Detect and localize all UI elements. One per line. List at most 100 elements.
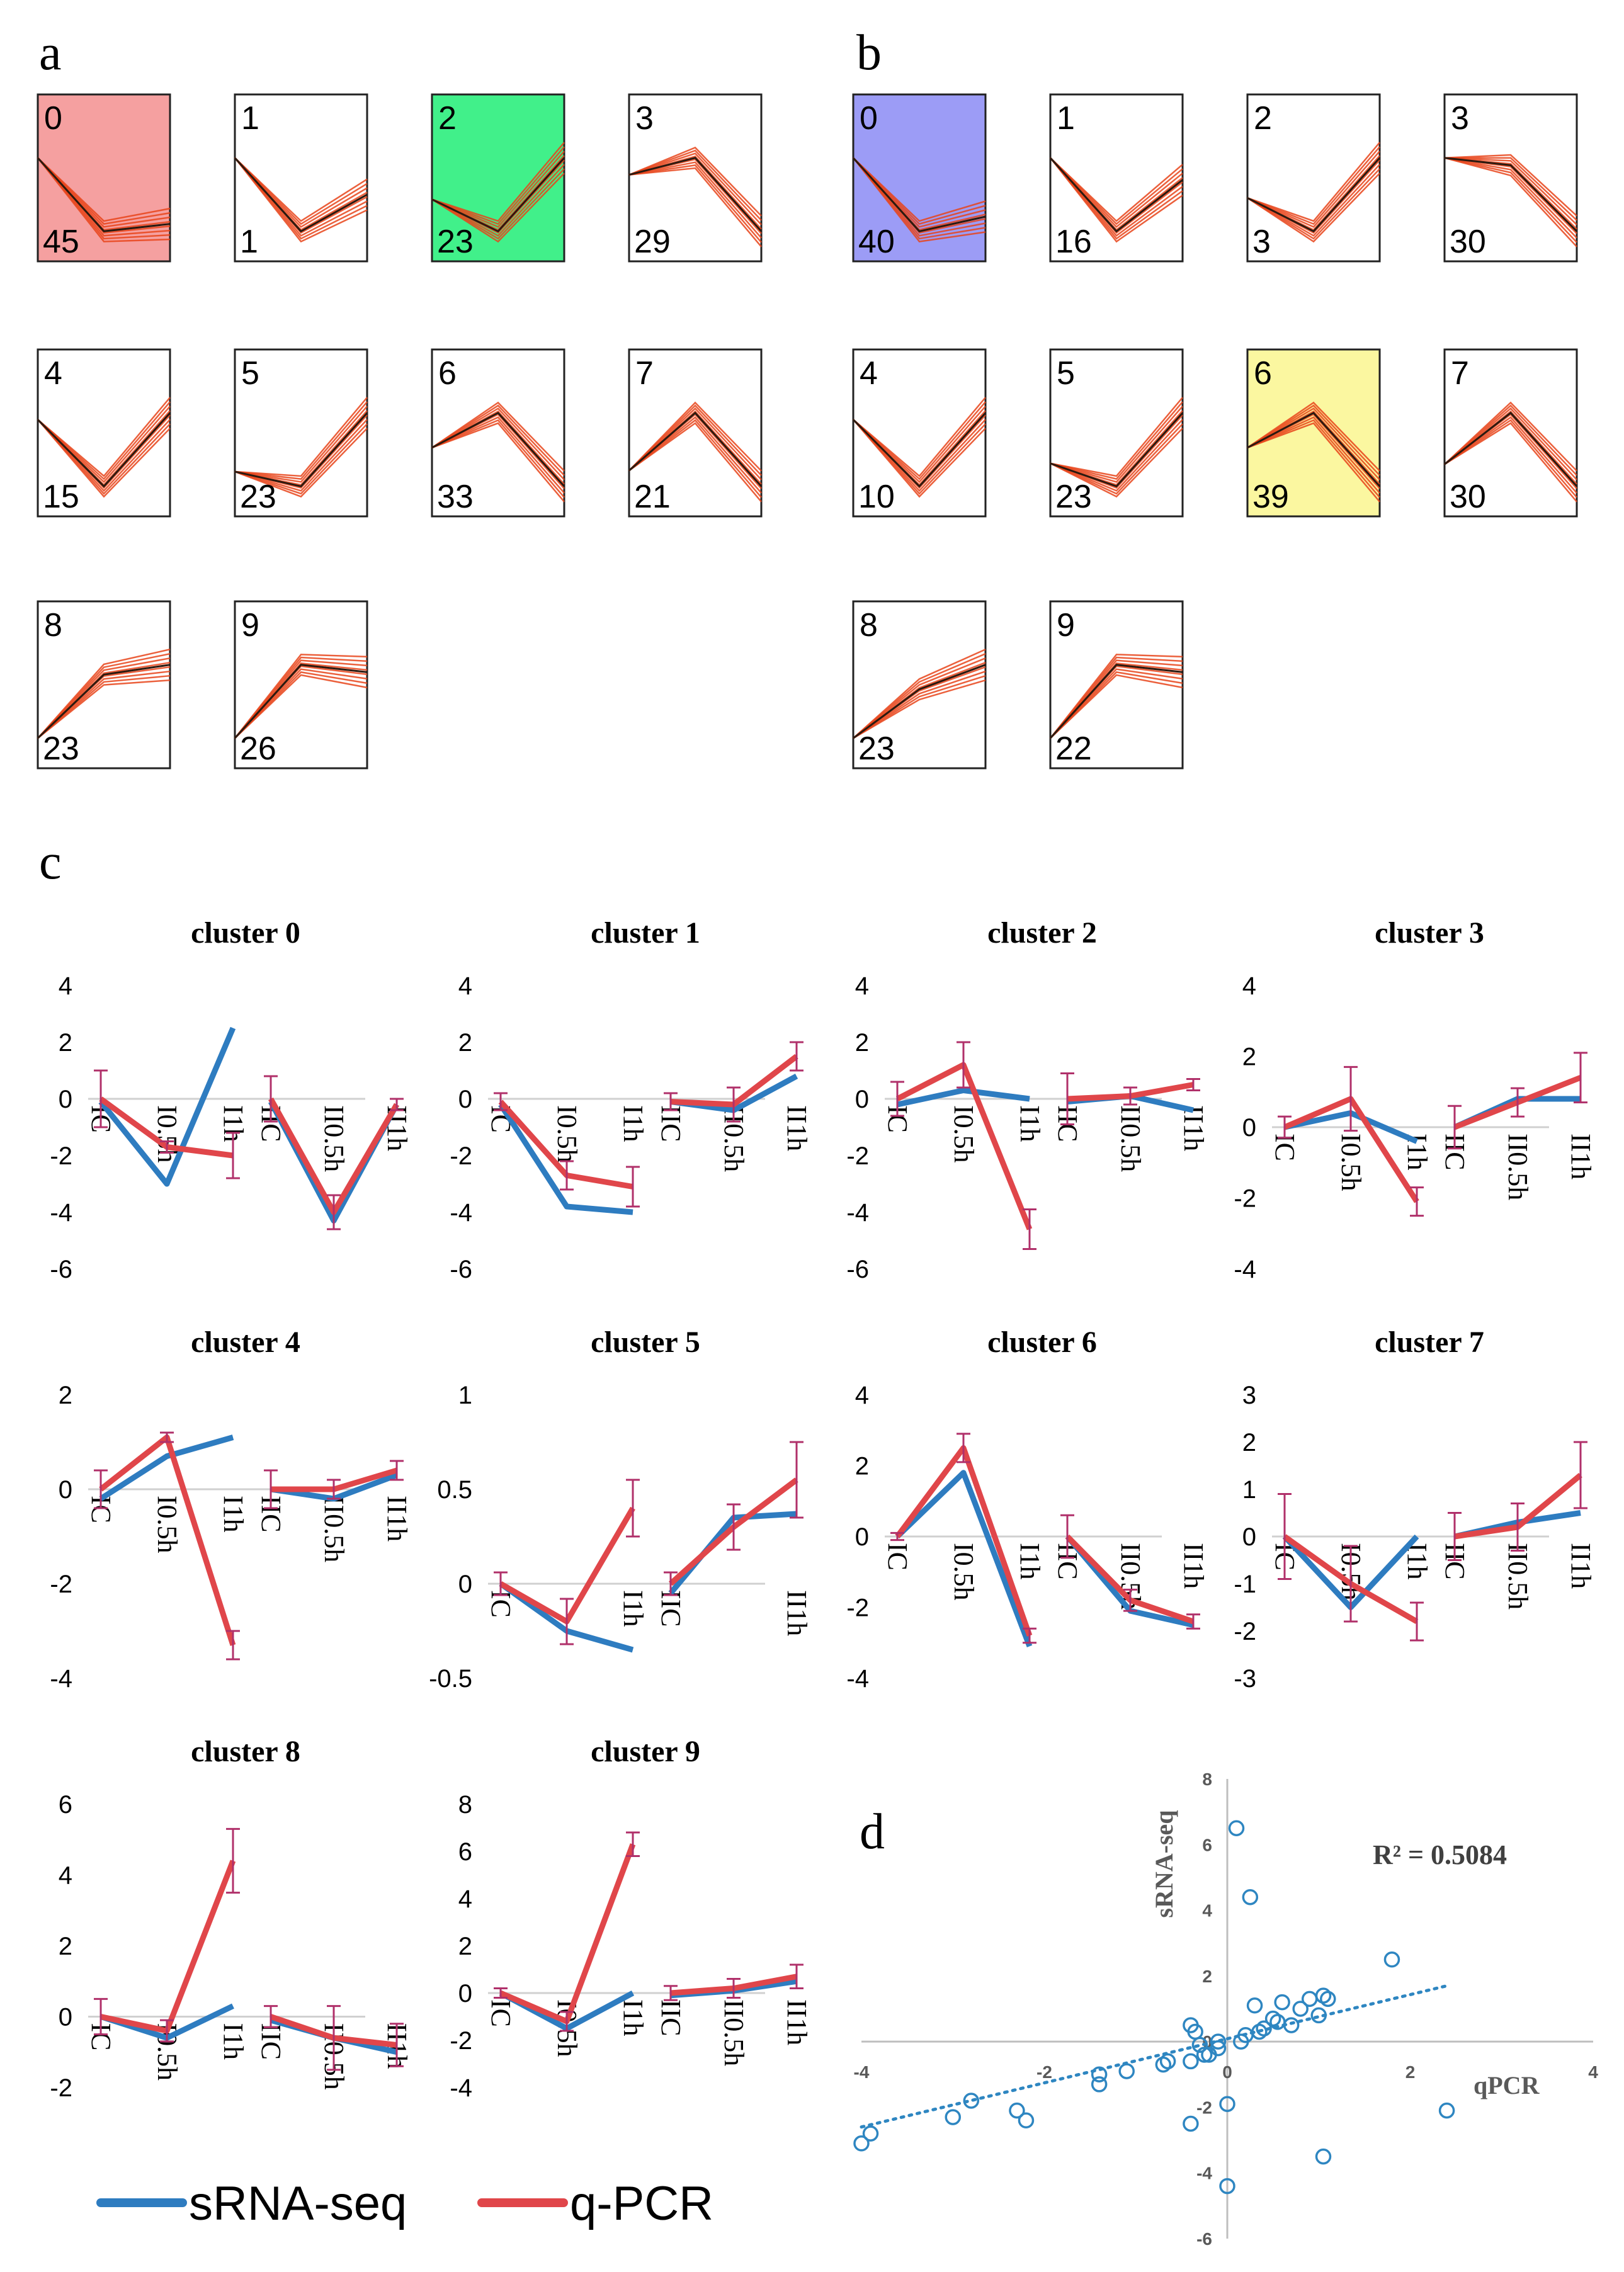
profile-id: 1 — [241, 100, 259, 137]
y-tick-label: -2 — [50, 1571, 72, 1598]
y-tick-label: 1 — [458, 1382, 472, 1409]
profile-mean-line — [852, 412, 987, 488]
profile-member-line — [1050, 397, 1183, 477]
cluster-title: cluster 2 — [987, 916, 1097, 950]
profile-count: 10 — [858, 479, 895, 515]
profile-member-line — [1247, 407, 1380, 480]
profile-id: 0 — [860, 100, 878, 137]
profile-member-line — [1247, 401, 1380, 472]
x-category-label: I1h — [618, 1105, 649, 1142]
profile-member-line — [1050, 401, 1183, 480]
scatter-point — [1183, 2115, 1199, 2132]
y-tick-label: 2 — [1242, 1043, 1256, 1071]
srna-series-line — [99, 1434, 234, 1501]
profile-member-line — [234, 157, 368, 222]
y-tick-label: 2 — [458, 1029, 472, 1057]
x-category-label: II0.5h — [1502, 1543, 1533, 1610]
profile-member-line — [1444, 157, 1577, 239]
profile-member-line — [37, 397, 171, 477]
profile-mean-line — [1444, 157, 1578, 232]
scatter-point — [1219, 2096, 1235, 2112]
y-tick-label: 2 — [855, 1029, 869, 1057]
x-category-label: IIC — [256, 2023, 287, 2060]
scatter-point — [862, 2125, 879, 2142]
scatter-y-tick: 6 — [1202, 1835, 1212, 1855]
profile-member-line — [37, 648, 171, 739]
x-category-label: I1h — [1014, 1543, 1045, 1580]
scatter-point — [1242, 1889, 1259, 1906]
scatter-point — [1292, 2001, 1309, 2017]
profile-mean-line — [628, 157, 763, 232]
scatter-point — [1383, 1951, 1400, 1968]
scatter-point — [1009, 2102, 1025, 2119]
scatter-point — [853, 2135, 870, 2152]
scatter-point — [1210, 2040, 1227, 2057]
profile-count: 23 — [43, 730, 79, 767]
scatter-point — [1183, 2053, 1199, 2070]
profile-mean-line — [852, 157, 986, 232]
scatter-point — [1018, 2112, 1035, 2129]
cluster-title: cluster 0 — [191, 916, 300, 950]
profile-count: 45 — [43, 224, 79, 260]
profile-member-line — [431, 416, 565, 494]
profile-member-line — [1445, 157, 1577, 221]
y-tick-label: 8 — [458, 1791, 472, 1819]
x-category-label: I0.5h — [948, 1105, 979, 1163]
scatter-y-tick: -4 — [1196, 2164, 1212, 2183]
x-category-label: I0.5h — [948, 1543, 979, 1601]
profile-member-line — [1050, 654, 1183, 739]
profile-mean-line — [37, 157, 171, 232]
scatter-x-tick: 0 — [1222, 2062, 1232, 2082]
y-tick-label: 6 — [59, 1791, 72, 1819]
x-category-label: I1h — [218, 2023, 249, 2060]
y-tick-label: -4 — [450, 1199, 472, 1227]
scatter-y-tick: 2 — [1202, 1967, 1212, 1986]
y-tick-label: 2 — [1242, 1429, 1256, 1457]
profile-mean-line — [431, 157, 565, 233]
profile-count: 39 — [1252, 479, 1289, 515]
x-category-label: IC — [882, 1543, 913, 1571]
y-tick-label: 4 — [59, 1862, 72, 1890]
cluster-title: cluster 8 — [191, 1735, 300, 1768]
profile-member-line — [853, 674, 986, 739]
profile-mean-line — [234, 157, 368, 233]
y-tick-label: 0 — [458, 1980, 472, 2008]
profile-member-line — [1050, 157, 1183, 222]
y-tick-label: -6 — [846, 1256, 869, 1283]
profile-member-line — [628, 161, 762, 239]
profile-id: 2 — [438, 100, 457, 137]
profile-box-9 — [234, 600, 368, 770]
profile-count: 21 — [634, 479, 671, 515]
x-category-label: I0.5h — [552, 1105, 582, 1163]
scatter-point — [1301, 1991, 1318, 2008]
x-category-label: IIC — [656, 1999, 686, 2036]
profile-member-line — [628, 164, 762, 243]
legend-qpcr-label: q-PCR — [570, 2177, 713, 2230]
x-category-label: II0.5h — [319, 1105, 349, 1172]
scatter-x-label: qPCR — [1474, 2071, 1540, 2099]
profile-member-line — [1444, 157, 1577, 225]
y-tick-label: 4 — [855, 972, 869, 1000]
srna-series-line — [895, 1470, 1033, 1647]
y-tick-label: 4 — [59, 972, 72, 1000]
profile-member-line — [628, 152, 762, 225]
scatter-point — [1091, 2076, 1108, 2093]
scatter-x-tick: 2 — [1405, 2062, 1416, 2082]
profile-id: 3 — [1451, 100, 1469, 137]
profile-member-line — [1444, 422, 1577, 503]
cluster-title: cluster 7 — [1375, 1326, 1484, 1359]
profile-member-line — [1444, 154, 1577, 217]
x-category-label: II1h — [382, 1496, 412, 1542]
profile-member-line — [628, 149, 762, 221]
profile-member-line — [234, 423, 368, 495]
profile-member-line — [431, 422, 565, 503]
scatter-y-label: sRNA-seq — [1150, 1810, 1178, 1917]
profile-count: 15 — [43, 479, 79, 515]
x-category-label: II0.5h — [718, 1999, 749, 2066]
profile-mean-line — [1049, 664, 1183, 739]
profile-mean-line — [628, 411, 763, 487]
profile-id: 4 — [44, 355, 62, 392]
y-tick-label: 1 — [1242, 1476, 1256, 1504]
